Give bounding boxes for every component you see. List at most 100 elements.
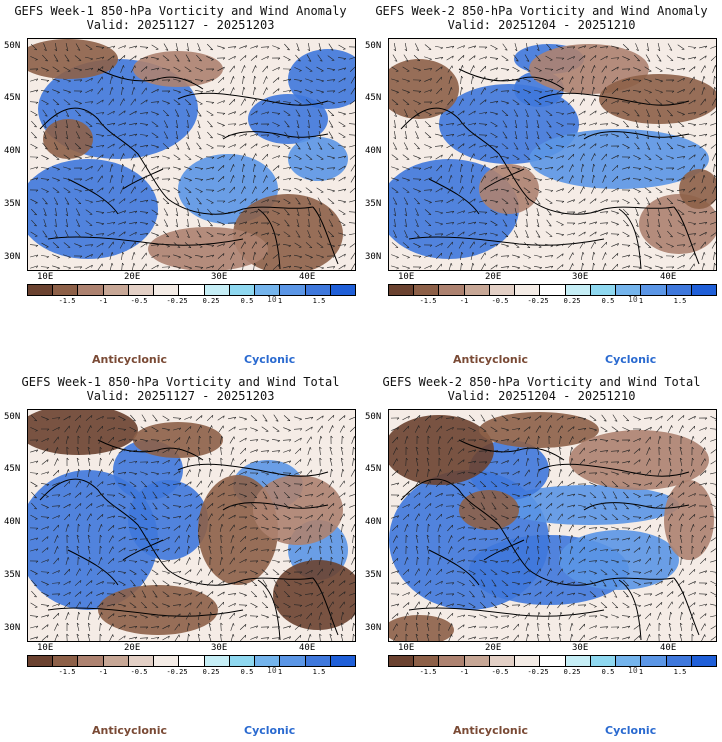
- wind-arrow: [710, 198, 716, 204]
- wind-arrow: [632, 428, 642, 431]
- wind-arrow: [42, 230, 48, 238]
- wind-arrow: [479, 144, 488, 148]
- wind-arrow: [514, 219, 518, 228]
- wind-arrow: [63, 166, 71, 171]
- wind-arrow: [140, 526, 148, 531]
- colorbar-tick-label: -0.25: [527, 297, 549, 305]
- wind-arrow: [349, 200, 355, 203]
- wind-arrow: [457, 448, 465, 454]
- wind-arrow: [589, 580, 597, 586]
- wind-arrow: [319, 446, 322, 456]
- wind-arrow: [230, 164, 235, 172]
- wind-arrow: [566, 222, 576, 225]
- wind-arrow: [446, 603, 455, 607]
- wind-arrow: [556, 155, 565, 159]
- wind-arrow: [699, 55, 707, 61]
- wind-arrow: [73, 178, 83, 181]
- wind-arrow: [391, 154, 399, 160]
- wind-arrow: [141, 590, 147, 598]
- wind-arrow: [349, 482, 355, 487]
- wind-arrow: [578, 133, 587, 137]
- wind-arrow: [118, 492, 126, 498]
- wind-arrow: [555, 145, 565, 149]
- wind-arrow: [350, 469, 355, 477]
- wind-arrow: [228, 481, 236, 487]
- wind-arrow: [534, 242, 542, 248]
- wind-arrow: [228, 55, 236, 61]
- wind-arrow: [599, 439, 609, 443]
- wind-arrow: [392, 197, 398, 205]
- wind-arrow: [316, 89, 324, 94]
- wind-arrow: [611, 187, 619, 193]
- colorbar-tick-label: -1.5: [419, 668, 437, 676]
- wind-arrow: [261, 526, 270, 531]
- wind-arrow: [218, 568, 224, 576]
- wind-arrow: [351, 436, 355, 444]
- wind-arrow: [480, 164, 486, 172]
- wind-arrow: [121, 163, 125, 173]
- wind-arrow: [622, 514, 630, 520]
- wind-arrow: [195, 503, 203, 509]
- wind-arrow: [646, 546, 651, 554]
- wind-arrow: [230, 623, 235, 631]
- wind-arrow: [173, 437, 181, 443]
- wind-arrow: [405, 534, 408, 544]
- wind-arrow: [260, 538, 270, 541]
- lon-tick-label: 10E: [398, 272, 415, 282]
- wind-arrow: [140, 559, 148, 564]
- wind-arrow: [688, 602, 696, 608]
- wind-arrow: [30, 414, 38, 422]
- wind-arrow: [567, 153, 575, 161]
- wind-arrow: [710, 603, 716, 608]
- wind-arrow: [74, 414, 82, 422]
- wind-arrow: [305, 514, 313, 520]
- wind-arrow: [349, 592, 355, 596]
- wind-arrow: [230, 76, 235, 84]
- wind-arrow: [282, 156, 292, 160]
- wind-arrow: [96, 242, 104, 248]
- lon-tick-label: 40E: [299, 643, 316, 653]
- panel-title: GEFS Week-2 850-hPa Vorticity and Wind T…: [382, 375, 701, 403]
- wind-arrow: [669, 523, 672, 533]
- wind-arrow: [490, 188, 499, 192]
- wind-arrow: [52, 603, 61, 607]
- wind-arrow: [699, 198, 707, 204]
- wind-arrow: [404, 436, 409, 444]
- wind-arrow: [710, 45, 716, 49]
- wind-arrow: [405, 622, 408, 632]
- wind-arrow: [209, 523, 212, 533]
- wind-arrow: [317, 54, 323, 62]
- wind-arrow: [129, 122, 138, 126]
- wind-arrow: [162, 547, 170, 553]
- wind-arrow: [513, 109, 519, 117]
- wind-arrow: [523, 514, 531, 520]
- wind-arrow: [307, 623, 312, 631]
- wind-arrow: [51, 593, 61, 596]
- wind-arrow: [162, 536, 170, 542]
- wind-arrow: [634, 54, 640, 62]
- wind-arrow: [194, 178, 204, 182]
- wind-arrow: [316, 591, 324, 597]
- wind-arrow: [328, 601, 334, 609]
- wind-arrow: [415, 545, 419, 554]
- vorticity-region: [389, 615, 454, 641]
- wind-arrow: [228, 504, 237, 508]
- wind-arrow: [131, 174, 136, 183]
- wind-arrow: [579, 186, 585, 194]
- wind-arrow: [490, 569, 498, 575]
- wind-arrow: [413, 503, 421, 509]
- wind-arrow: [545, 78, 554, 82]
- wind-arrow: [95, 233, 105, 236]
- colorbar-swatch: [540, 285, 566, 295]
- wind-arrow: [677, 492, 685, 498]
- wind-arrow: [393, 634, 398, 641]
- wind-arrow: [76, 446, 80, 455]
- wind-arrow: [251, 241, 257, 249]
- wind-arrow: [217, 263, 225, 270]
- colorbar-tick-label: 1.5: [673, 668, 687, 676]
- wind-arrow: [710, 580, 716, 586]
- wind-arrow: [327, 492, 335, 498]
- wind-arrow: [512, 470, 520, 476]
- map-panel-week2-anomaly: GEFS Week-2 850-hPa Vorticity and Wind A…: [361, 0, 722, 371]
- wind-arrow: [688, 514, 696, 520]
